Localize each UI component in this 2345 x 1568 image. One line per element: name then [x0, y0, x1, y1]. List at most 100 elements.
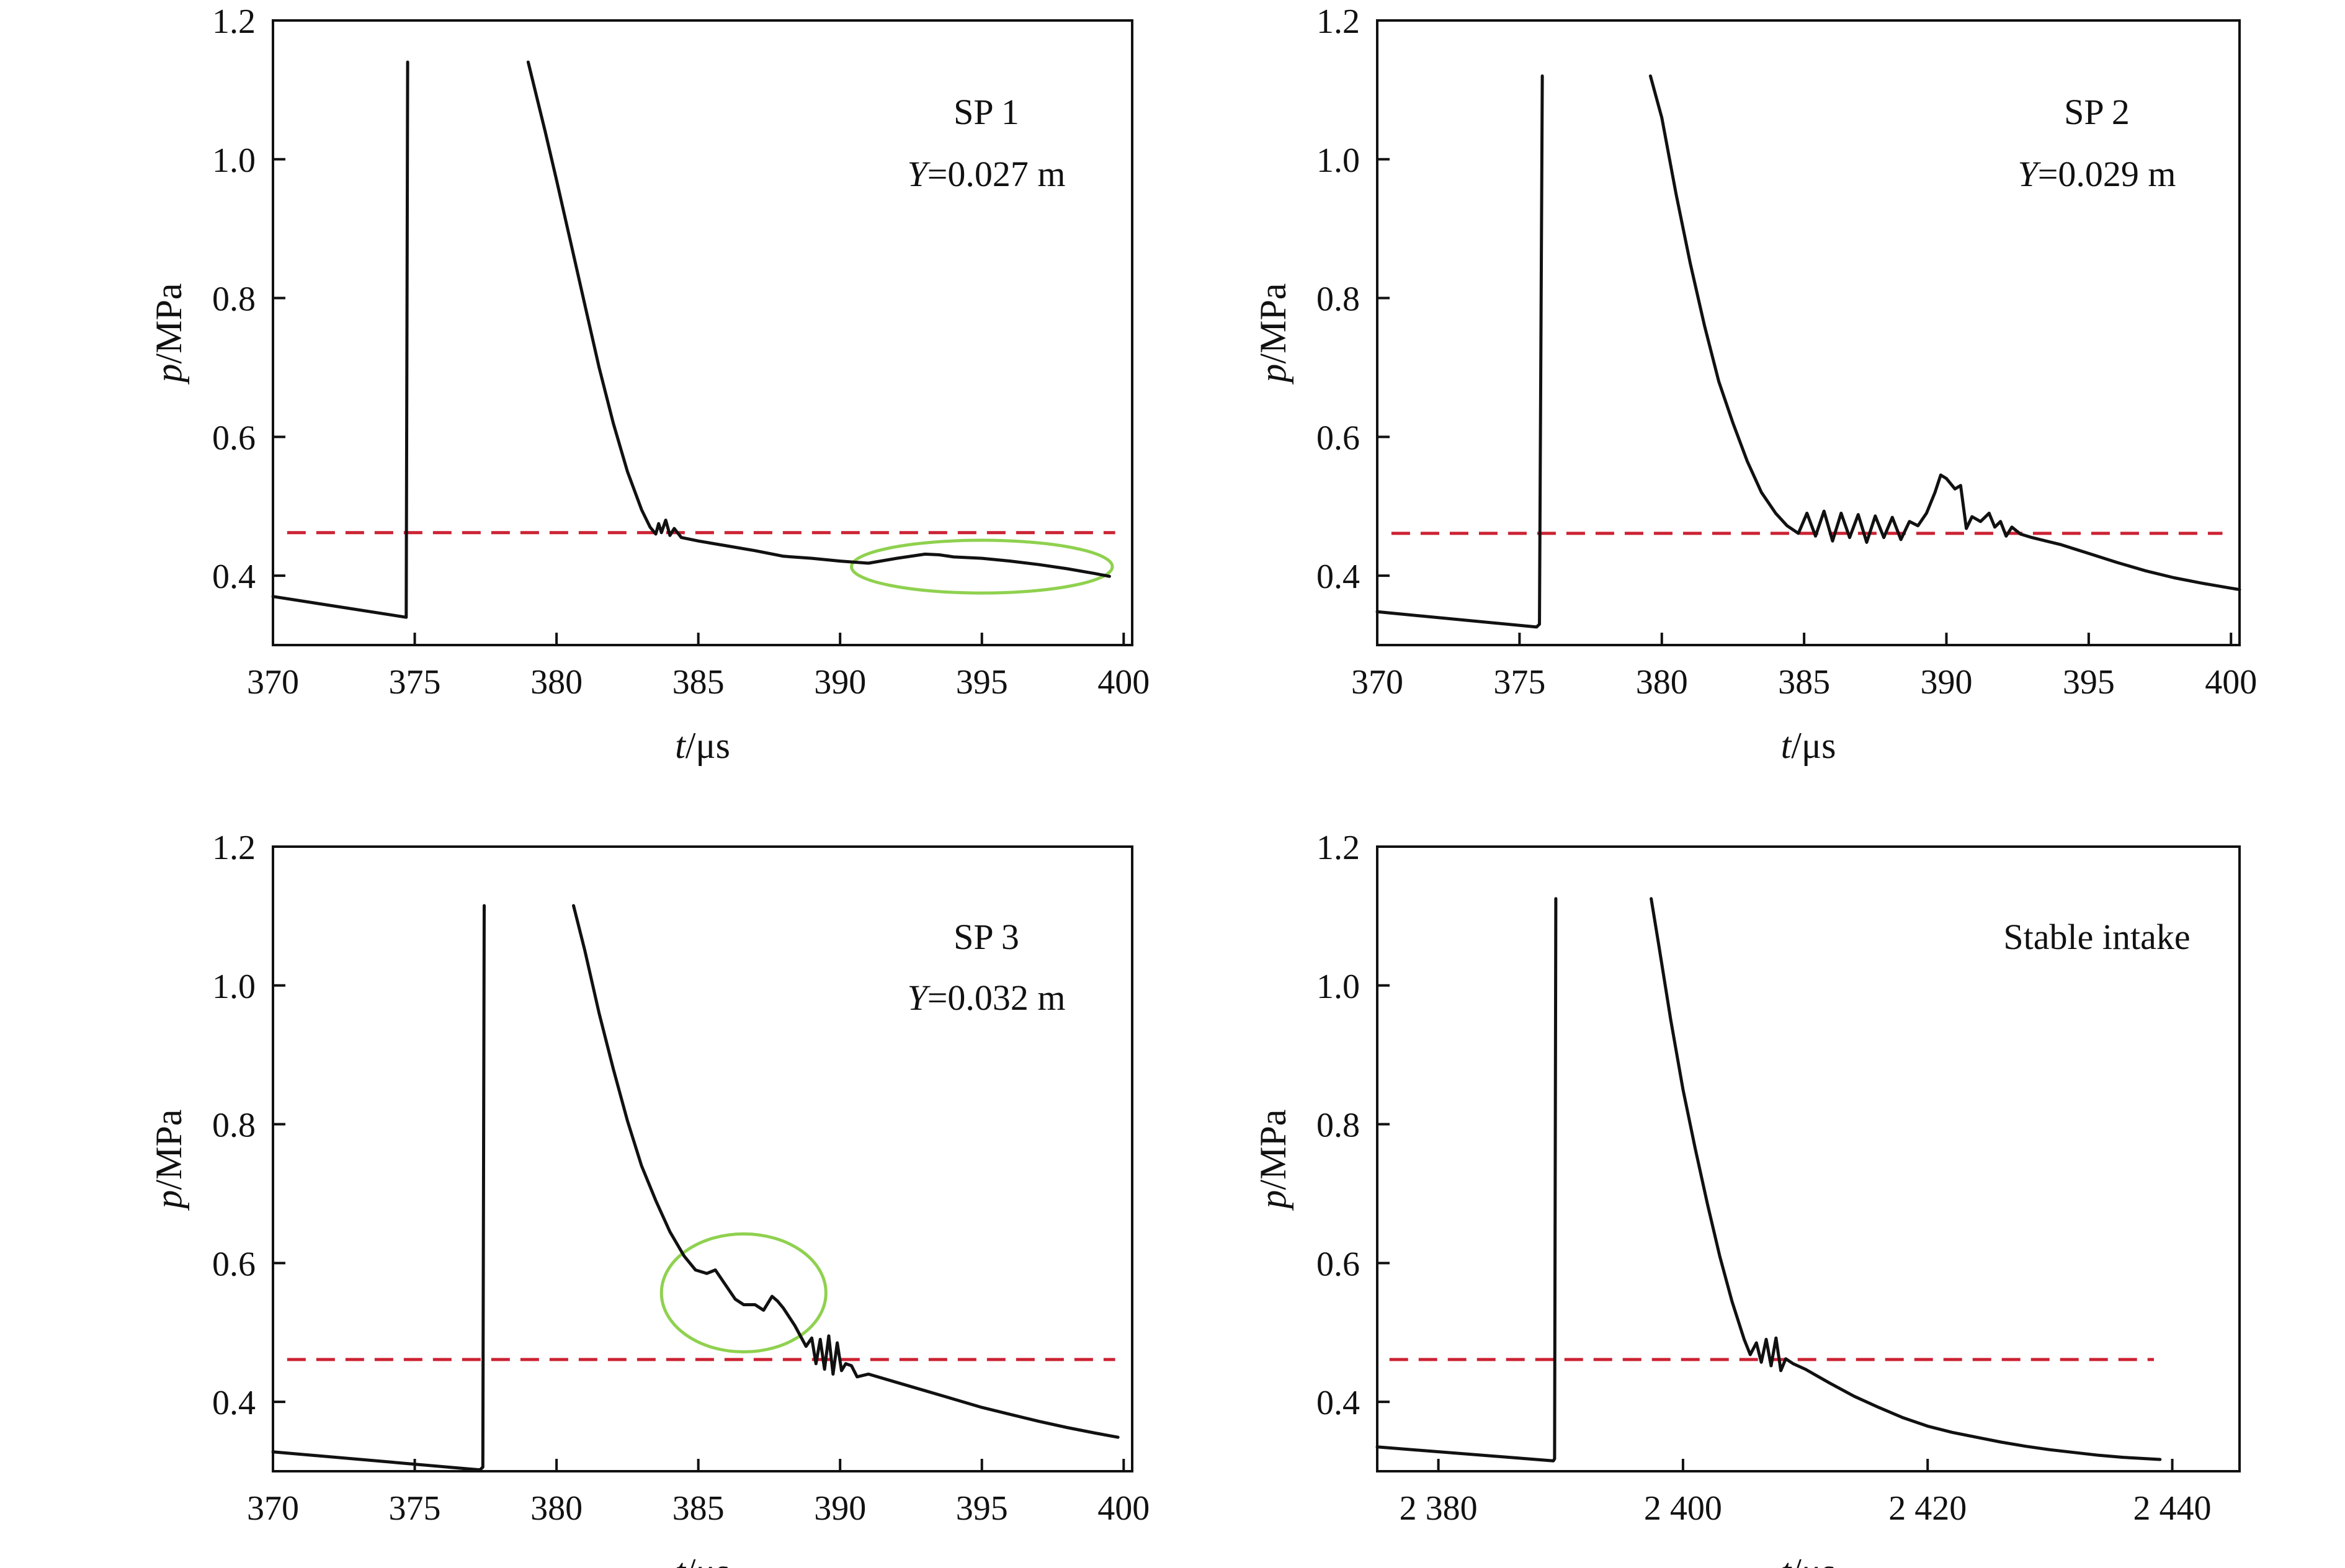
x-tick-label: 380 — [1636, 663, 1688, 702]
x-tick-label: 390 — [1920, 663, 1972, 702]
x-tick-label: 400 — [1097, 663, 1150, 702]
y-tick-label: 1.2 — [212, 829, 256, 867]
pressure-curve-segment-1 — [1375, 897, 1558, 1463]
y-axis-unit: /MPa — [1253, 283, 1293, 363]
pressure-curve-segment-2 — [1648, 74, 2241, 591]
y-tick-label: 0.8 — [212, 1107, 256, 1145]
pressure-curve-segment-2 — [572, 904, 1120, 1439]
y-tick-label: 0.8 — [212, 280, 256, 319]
y-axis-unit: /MPa — [1253, 1109, 1293, 1190]
x-axis-unit: /μs — [686, 1551, 730, 1568]
pressure-curve-segment-1 — [1375, 74, 1544, 629]
annotation-position: Y=0.029 m — [2017, 154, 2176, 194]
y-axis-variable: p — [1253, 1190, 1293, 1211]
y-tick-label: 1.2 — [212, 2, 256, 41]
x-tick-label: 370 — [247, 1489, 299, 1528]
y-tick-label: 1.0 — [212, 968, 256, 1006]
y-tick-label: 0.6 — [212, 1245, 256, 1283]
x-axis-unit: /μs — [1791, 725, 1836, 766]
chart-panel-bottom-right: 2 380 2 400 2 420 2 440 0.4 0.6 0.8 1.0 1.2 t/μs p… — [1253, 829, 2241, 1568]
x-axis-variable: t — [675, 1551, 686, 1568]
x-tick-label: 375 — [389, 1489, 441, 1528]
chart-panel-top-left: 370 375 380 385 390 395 400 0.4 0.6 0.8 1.0 1.2 t/μs… — [148, 2, 1150, 766]
y-tick-label: 0.8 — [1316, 280, 1360, 319]
annotation-title: Stable intake — [2003, 917, 2190, 957]
y-tick-label: 0.4 — [212, 1384, 256, 1422]
x-axis-variable: t — [675, 725, 686, 766]
pressure-curve-segment-1 — [271, 60, 409, 619]
plot-frame — [1376, 19, 2241, 646]
x-tick-label: 390 — [814, 663, 866, 702]
y-tick-label: 1.0 — [1316, 968, 1360, 1006]
annotation-title: SP 2 — [2064, 92, 2130, 132]
x-axis-variable: t — [1781, 1551, 1792, 1568]
x-tick-label: 395 — [2063, 663, 2115, 702]
x-tick-label: 370 — [247, 663, 299, 702]
y-tick-label: 0.4 — [1316, 558, 1360, 596]
x-tick-label: 395 — [956, 1489, 1008, 1528]
y-tick-label: 1.2 — [1316, 2, 1360, 41]
pressure-curve-segment-2 — [1650, 897, 2162, 1461]
y-axis-label: p/MPa — [1253, 1109, 1293, 1211]
annotation-position: Y=0.027 m — [907, 154, 1065, 194]
chart-panel-bottom-left: 370 375 380 385 390 395 400 0.4 0.6 0.8 1.0 1.2 t/μs… — [148, 829, 1150, 1568]
y-tick-label: 0.6 — [1316, 1245, 1360, 1283]
x-axis-label: t/μs — [675, 1551, 730, 1568]
x-tick-label: 385 — [672, 1489, 725, 1528]
chart-panel-top-right: 370 375 380 385 390 395 400 0.4 0.6 0.8 1.0 1.2 t/μs… — [1253, 2, 2257, 766]
x-tick-label: 2 380 — [1400, 1489, 1478, 1528]
annotation-value: =0.032 m — [927, 978, 1066, 1018]
annotation-variable: Y — [907, 154, 931, 194]
x-tick-label: 395 — [956, 663, 1008, 702]
x-tick-label: 2 440 — [2133, 1489, 2212, 1528]
x-tick-label: 2 400 — [1644, 1489, 1722, 1528]
x-tick-label: 400 — [1097, 1489, 1150, 1528]
x-axis-unit: /μs — [1791, 1551, 1836, 1568]
x-tick-label: 375 — [1493, 663, 1545, 702]
y-tick-label: 0.6 — [1316, 419, 1360, 457]
x-tick-label: 385 — [1778, 663, 1830, 702]
y-tick-label: 0.8 — [1316, 1107, 1360, 1145]
x-tick-label: 390 — [814, 1489, 866, 1528]
x-tick-label: 380 — [530, 663, 583, 702]
plot-frame — [272, 845, 1133, 1472]
annotation-variable: Y — [2017, 154, 2041, 194]
x-tick-label: 375 — [389, 663, 441, 702]
y-axis-label: p/MPa — [148, 283, 189, 385]
y-tick-label: 1.0 — [1316, 141, 1360, 180]
y-axis-variable: p — [1253, 364, 1293, 385]
x-tick-label: 380 — [530, 1489, 583, 1528]
annotation-position: Y=0.032 m — [907, 978, 1065, 1018]
pressure-curve-segment-1 — [271, 904, 486, 1472]
plot-frame — [272, 19, 1133, 646]
x-tick-label: 385 — [672, 663, 725, 702]
y-tick-label: 0.6 — [212, 419, 256, 457]
plot-frame — [1376, 845, 2241, 1472]
y-tick-label: 1.2 — [1316, 829, 1360, 867]
y-tick-label: 0.4 — [1316, 1384, 1360, 1422]
x-tick-label: 2 420 — [1888, 1489, 1967, 1528]
annotation-title: SP 3 — [954, 917, 1019, 957]
y-tick-label: 0.4 — [212, 558, 256, 596]
y-axis-variable: p — [148, 1190, 189, 1211]
y-axis-label: p/MPa — [148, 1109, 189, 1211]
x-tick-label: 400 — [2205, 663, 2257, 702]
x-axis-variable: t — [1781, 725, 1792, 766]
pressure-curve-segment-2 — [526, 60, 1111, 578]
x-tick-label: 370 — [1351, 663, 1403, 702]
y-tick-label: 1.0 — [212, 141, 256, 180]
x-axis-unit: /μs — [686, 725, 730, 766]
highlight-ellipse — [659, 1232, 828, 1354]
annotation-value: =0.029 m — [2038, 154, 2176, 194]
x-axis-label: t/μs — [1781, 1551, 1836, 1568]
x-axis-label: t/μs — [1781, 725, 1836, 766]
annotation-variable: Y — [907, 978, 931, 1018]
annotation-title: SP 1 — [954, 92, 1019, 132]
y-axis-label: p/MPa — [1253, 283, 1293, 385]
y-axis-variable: p — [148, 364, 189, 385]
y-axis-unit: /MPa — [148, 283, 189, 363]
y-axis-unit: /MPa — [148, 1109, 189, 1190]
highlight-ellipse — [849, 538, 1114, 595]
x-axis-label: t/μs — [675, 725, 730, 766]
